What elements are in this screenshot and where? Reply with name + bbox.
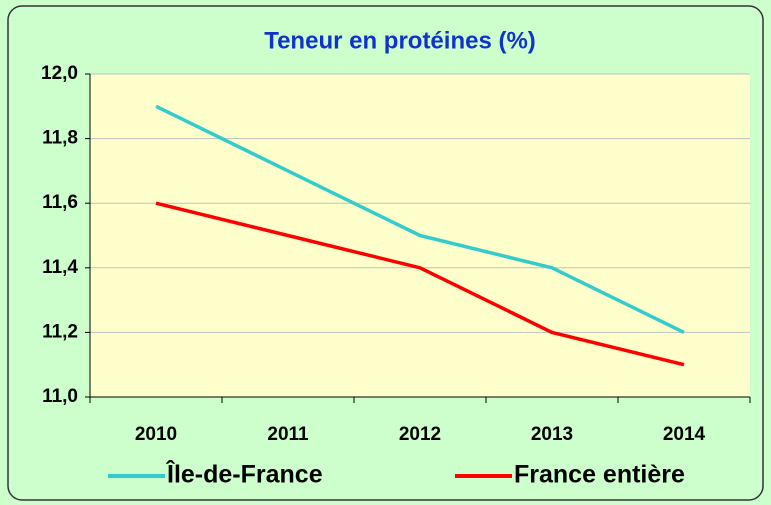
legend-label: France entière (514, 461, 685, 489)
x-tick-label: 2014 (663, 424, 706, 445)
x-tick-label: 2013 (531, 424, 573, 445)
y-tick-label: 11,6 (42, 192, 78, 213)
y-tick-label: 11,0 (42, 386, 78, 407)
y-tick-label: 11,4 (42, 257, 78, 278)
y-tick-label: 11,2 (42, 321, 78, 342)
legend-label: Île-de-France (165, 459, 323, 489)
line-series (155, 201, 685, 367)
line-series (155, 104, 685, 334)
x-tick-label: 2011 (267, 424, 309, 445)
x-tick-label: 2012 (399, 424, 441, 445)
y-tick-label: 11,8 (42, 128, 78, 149)
x-tick-label: 2010 (135, 424, 177, 445)
y-tick-label: 12,0 (41, 63, 78, 84)
chart-title: Teneur en protéines (%) (264, 27, 536, 54)
